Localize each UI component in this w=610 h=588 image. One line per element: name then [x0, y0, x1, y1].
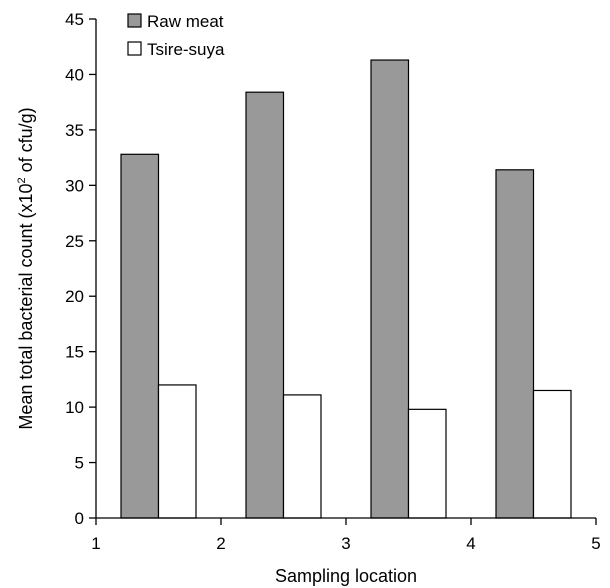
- x-tick-label: 3: [341, 534, 350, 553]
- x-tick-label: 5: [591, 534, 600, 553]
- x-tick-label: 2: [216, 534, 225, 553]
- y-axis-title: Mean total bacterial count (x102 of cfu/…: [16, 107, 36, 429]
- bar-raw-meat-loc2: [245, 91, 285, 519]
- bar-tsire-suya-loc3: [407, 408, 447, 519]
- x-axis-ticks: 1 2 3 4 5: [91, 518, 601, 553]
- legend-label: Raw meat: [147, 12, 224, 31]
- legend-label: Tsire-suya: [147, 40, 225, 59]
- x-axis-title: Sampling location: [275, 566, 417, 586]
- y-tick-label: 5: [75, 454, 84, 473]
- y-axis-title-suffix: of cfu/g): [16, 107, 36, 177]
- bar-tsire-suya-loc4: [532, 389, 572, 519]
- legend-swatch: [127, 41, 142, 56]
- y-tick-label: 35: [65, 121, 84, 140]
- legend-swatch: [127, 13, 142, 28]
- y-tick-label: 0: [75, 509, 84, 528]
- y-tick-label: 25: [65, 232, 84, 251]
- legend: Raw meat Tsire-suya: [127, 12, 225, 59]
- bar-raw-meat-loc3: [370, 59, 410, 519]
- bar-raw-meat-loc1: [120, 153, 160, 519]
- bar-tsire-suya-loc2: [282, 394, 322, 519]
- y-axis-ticks: 0 5 10 15 20 25 30 35 40 45: [65, 10, 96, 528]
- y-tick-label: 15: [65, 343, 84, 362]
- bars: [120, 59, 572, 519]
- bar-raw-meat-loc4: [495, 169, 535, 519]
- x-tick-label: 1: [91, 534, 100, 553]
- y-tick-label: 30: [65, 176, 84, 195]
- y-axis-title-prefix: Mean total bacterial count (x10: [16, 184, 36, 430]
- bar-tsire-suya-loc1: [157, 384, 197, 519]
- y-tick-label: 40: [65, 65, 84, 84]
- y-axis-title-superscript: 2: [16, 177, 28, 183]
- y-tick-label: 20: [65, 287, 84, 306]
- x-tick-label: 4: [466, 534, 475, 553]
- y-tick-label: 45: [65, 10, 84, 29]
- y-tick-label: 10: [65, 398, 84, 417]
